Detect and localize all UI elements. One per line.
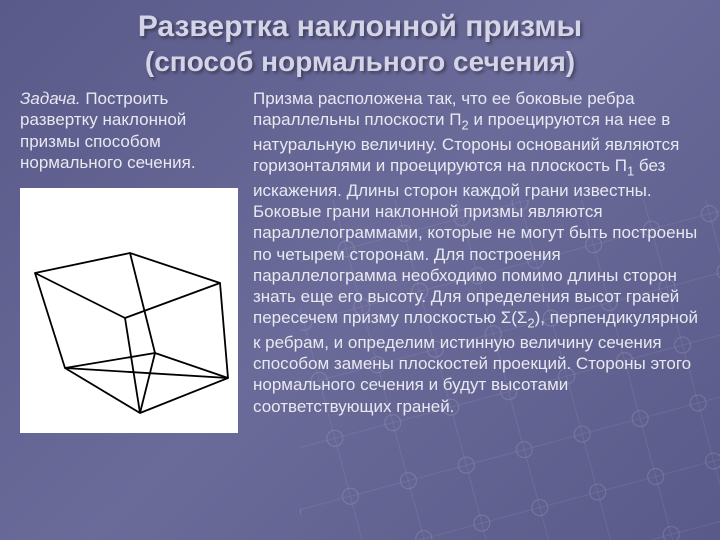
- task-paragraph: Задача. Построить развертку наклонной пр…: [20, 88, 238, 173]
- task-label: Задача.: [20, 89, 81, 108]
- left-column: Задача. Построить развертку наклонной пр…: [20, 88, 238, 433]
- slide-title: Развертка наклонной призмы: [20, 10, 700, 44]
- prism-diagram: [20, 188, 238, 433]
- content-row: Задача. Построить развертку наклонной пр…: [20, 88, 700, 433]
- body-p3: без искажения. Длины сторон каждой грани…: [253, 156, 697, 327]
- body-sub1: 2: [461, 118, 468, 133]
- prism-svg: [20, 188, 238, 433]
- body-text: Призма расположена так, что ее боковые р…: [253, 88, 700, 433]
- slide-container: Развертка наклонной призмы (способ норма…: [0, 0, 720, 443]
- slide-subtitle: (способ нормального сечения): [20, 46, 700, 78]
- body-sub3: 2: [527, 316, 534, 331]
